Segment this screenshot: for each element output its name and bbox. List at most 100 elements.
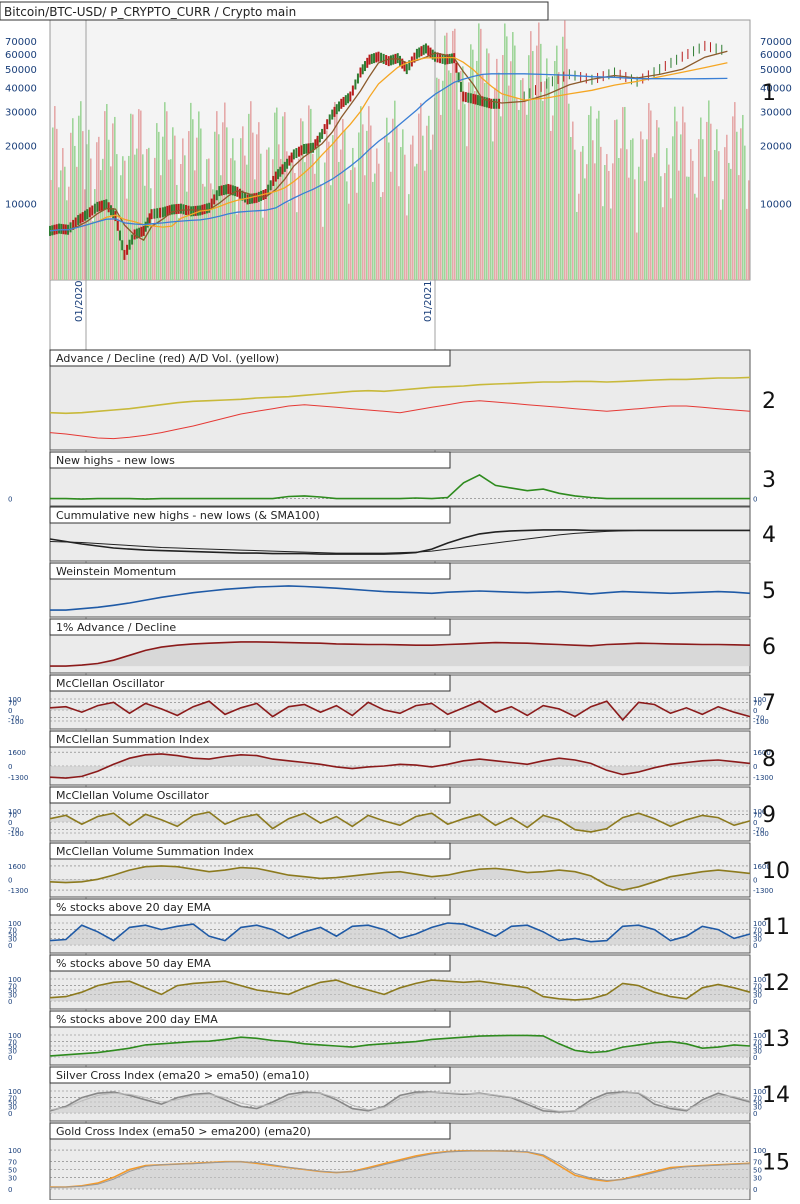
volume-bar (632, 138, 634, 280)
volume-bar (448, 70, 450, 280)
volume-bar (450, 72, 452, 281)
volume-bar (496, 58, 498, 280)
volume-bar (394, 100, 396, 281)
panel-number: 12 (762, 971, 790, 996)
level-label-left: 70 (8, 811, 17, 819)
level-label-right: 100 (753, 808, 766, 816)
volume-bar (670, 198, 672, 280)
level-label-right: 70 (753, 1039, 762, 1047)
volume-bar (690, 149, 692, 280)
volume-bar (380, 196, 382, 280)
volume-bar (64, 166, 66, 280)
panel-title-box (49, 1066, 451, 1084)
volume-bar (416, 163, 418, 280)
volume-bar (660, 176, 662, 280)
panel-title: New highs - new lows (56, 454, 175, 467)
price-tick-left: 60000 (5, 50, 37, 61)
volume-bar (196, 137, 198, 280)
volume-bar (288, 202, 290, 280)
indicator-panel: 1% Advance / Decline 6 (49, 618, 776, 674)
volume-bar (92, 221, 94, 280)
volume-bar (66, 200, 68, 280)
volume-bar (144, 185, 146, 280)
volume-bar (540, 43, 542, 281)
level-label-right: 30 (753, 1103, 762, 1111)
volume-bar (172, 127, 174, 280)
volume-bar (438, 78, 440, 281)
volume-bar (52, 127, 54, 281)
volume-bar (530, 31, 532, 281)
level-label-left: 70 (8, 1039, 17, 1047)
panel-title: Weinstein Momentum (56, 565, 176, 578)
volume-bar (328, 141, 330, 280)
volume-bar (654, 153, 656, 280)
volume-bar (688, 176, 690, 280)
volume-bar (134, 154, 136, 280)
volume-bar (186, 191, 188, 280)
volume-bar (358, 132, 360, 280)
indicator-panel: Cummulative new highs - new lows (& SMA1… (49, 506, 776, 562)
panel-number: 13 (762, 1027, 790, 1052)
volume-bar (302, 121, 304, 281)
volume-bar (166, 111, 168, 280)
panel-number: 7 (762, 691, 776, 716)
volume-bar (476, 60, 478, 280)
volume-bar (400, 147, 402, 280)
level-label-right: 0 (753, 876, 757, 884)
panel-number: 3 (762, 468, 776, 493)
panel-number: 14 (762, 1083, 790, 1108)
volume-bar (202, 183, 204, 280)
level-label-left: 0 (8, 876, 12, 884)
volume-bar (188, 131, 190, 280)
volume-bar (262, 217, 264, 280)
volume-bar (606, 154, 608, 280)
volume-bar (506, 36, 508, 280)
series-line (49, 400, 751, 440)
price-tick-left: 40000 (5, 84, 37, 95)
panel-title: McClellan Oscillator (56, 677, 165, 690)
panel-title: Cummulative new highs - new lows (& SMA1… (56, 509, 320, 522)
level-label-left: 70 (8, 927, 17, 935)
volume-bar (110, 166, 112, 280)
panel-number: 2 (762, 389, 776, 414)
series-fill (50, 923, 750, 945)
volume-bar (336, 112, 338, 280)
volume-bar (260, 153, 262, 280)
volume-bar (338, 161, 340, 280)
volume-bar (662, 207, 664, 280)
volume-bar (94, 189, 96, 280)
price-tick-right: 20000 (760, 142, 792, 153)
volume-bar (382, 192, 384, 280)
volume-bar (738, 175, 740, 280)
panel-title-box (49, 451, 451, 469)
volume-bar (406, 215, 408, 280)
panel-bg (49, 349, 751, 451)
series-line (49, 1150, 751, 1188)
volume-bar (342, 118, 344, 280)
series-fill (50, 1092, 750, 1113)
series-fill (50, 701, 750, 720)
volume-bar (114, 116, 116, 280)
sma200-line (49, 73, 728, 232)
level-label-right: 50 (753, 931, 762, 939)
volume-bar (646, 139, 648, 280)
volume-bar (542, 100, 544, 281)
volume-bar (104, 111, 106, 280)
volume-bar (278, 144, 280, 280)
volume-bar (414, 166, 416, 280)
volume-bar (658, 127, 660, 280)
volume-bar (150, 188, 152, 280)
panel-title-box (49, 1010, 451, 1028)
volume-bar (546, 58, 548, 281)
volume-bar (570, 137, 572, 280)
panel-title-box (49, 506, 451, 524)
volume-bar (204, 186, 206, 280)
level-label-left: 0 (8, 707, 12, 715)
volume-bar (582, 146, 584, 280)
series-fill (50, 641, 750, 667)
indicator-panel: 0 0 New highs - new lows 3 (8, 451, 776, 507)
price-tick-left: 30000 (5, 108, 37, 119)
level-label-right: 0 (753, 707, 757, 715)
